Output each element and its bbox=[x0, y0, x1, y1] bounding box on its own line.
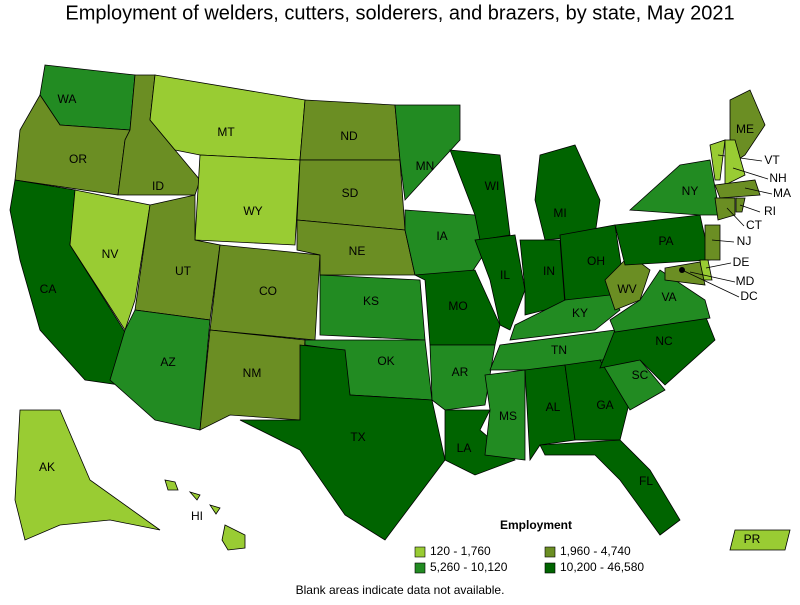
state-label: NJ bbox=[737, 234, 752, 248]
state-label: DE bbox=[733, 255, 750, 269]
state-label: NY bbox=[682, 184, 699, 198]
state-label: CT bbox=[746, 218, 763, 232]
state-shape bbox=[534, 144, 601, 241]
state-shape bbox=[164, 479, 179, 491]
state-shape bbox=[188, 491, 201, 501]
leader-line bbox=[744, 187, 773, 195]
state-label: UT bbox=[175, 264, 192, 278]
leader-line bbox=[739, 204, 761, 213]
state-shape bbox=[709, 139, 726, 181]
state-label: SD bbox=[342, 186, 359, 200]
state-shape bbox=[509, 294, 621, 341]
state-label: TN bbox=[551, 343, 567, 357]
state-shape bbox=[474, 234, 526, 331]
legend-swatch bbox=[544, 546, 556, 558]
state-label: RI bbox=[764, 204, 776, 218]
state-label: AK bbox=[39, 460, 55, 474]
state-shape bbox=[714, 197, 736, 221]
state-shape bbox=[429, 344, 496, 411]
leader-line bbox=[705, 262, 732, 269]
state-label: MT bbox=[217, 125, 235, 139]
state-label: AL bbox=[546, 400, 561, 414]
map-title: Employment of welders, cutters, solderer… bbox=[65, 2, 734, 24]
state-label: OK bbox=[377, 354, 394, 368]
state-shape bbox=[14, 409, 161, 541]
state-shape bbox=[704, 224, 721, 261]
legend-swatch bbox=[414, 562, 426, 574]
legend-swatch bbox=[544, 562, 556, 574]
state-label: DC bbox=[740, 289, 758, 303]
footnote: Blank areas indicate data not available. bbox=[296, 583, 505, 597]
state-shape bbox=[394, 104, 461, 201]
state-shape bbox=[539, 439, 681, 536]
state-shape bbox=[524, 364, 576, 462]
legend-label: 10,200 - 46,580 bbox=[560, 560, 644, 574]
state-shape bbox=[199, 329, 306, 431]
state-label: CA bbox=[40, 282, 57, 296]
state-label: HI bbox=[191, 509, 203, 523]
state-label: SC bbox=[632, 368, 649, 382]
state-label: IL bbox=[500, 268, 510, 282]
state-shape bbox=[239, 344, 446, 541]
state-label: WA bbox=[58, 92, 77, 106]
state-label: NE bbox=[349, 244, 366, 258]
state-label: KS bbox=[363, 294, 379, 308]
legend-swatch bbox=[414, 546, 426, 558]
state-shape bbox=[149, 74, 306, 161]
state-label: ND bbox=[340, 129, 358, 143]
state-shape bbox=[724, 139, 746, 186]
legend-label: 1,960 - 4,740 bbox=[560, 544, 631, 558]
state-label: AZ bbox=[160, 355, 175, 369]
state-shape bbox=[69, 189, 151, 331]
state-label: TX bbox=[350, 430, 365, 444]
state-label: WV bbox=[617, 282, 636, 296]
state-label: NH bbox=[769, 171, 786, 185]
leader-line bbox=[681, 269, 740, 298]
state-label: IA bbox=[436, 229, 447, 243]
state-label: NV bbox=[102, 247, 119, 261]
state-label: CO bbox=[259, 284, 277, 298]
state-label: FL bbox=[639, 474, 653, 488]
state-shape bbox=[109, 309, 211, 431]
state-label: KY bbox=[572, 306, 588, 320]
state-label: LA bbox=[457, 441, 472, 455]
state-shape bbox=[484, 369, 526, 461]
state-label: MS bbox=[499, 409, 517, 423]
state-label: VT bbox=[764, 153, 780, 167]
state-shape bbox=[221, 524, 246, 551]
state-label: MN bbox=[416, 159, 435, 173]
state-label: GA bbox=[596, 398, 613, 412]
state-shape bbox=[714, 179, 761, 199]
state-label: WY bbox=[243, 204, 262, 218]
state-label: VA bbox=[661, 290, 676, 304]
state-label: PR bbox=[744, 532, 761, 546]
state-label: NM bbox=[243, 366, 262, 380]
state-label: MI bbox=[553, 206, 566, 220]
state-shape bbox=[209, 504, 221, 515]
state-label: PA bbox=[658, 234, 673, 248]
state-shape bbox=[629, 159, 721, 216]
state-label: ID bbox=[152, 179, 164, 193]
leader-line bbox=[726, 207, 745, 227]
legend-label: 5,260 - 10,120 bbox=[430, 560, 508, 574]
state-label: MO bbox=[448, 299, 467, 313]
state-label: ME bbox=[736, 122, 754, 136]
state-label: AR bbox=[452, 365, 469, 379]
state-label: IN bbox=[543, 264, 555, 278]
state-label: OH bbox=[587, 254, 605, 268]
leader-line bbox=[689, 271, 736, 283]
state-shape bbox=[729, 529, 791, 551]
state-shape bbox=[194, 154, 301, 246]
state-label: MA bbox=[773, 186, 791, 200]
leader-line bbox=[711, 239, 735, 243]
state-label: NC bbox=[655, 334, 673, 348]
leader-line bbox=[732, 167, 769, 180]
legend-label: 120 - 1,760 bbox=[430, 544, 491, 558]
state-label: MD bbox=[736, 274, 755, 288]
state-label: WI bbox=[485, 179, 500, 193]
state-shape bbox=[664, 261, 706, 286]
state-label: OR bbox=[69, 152, 87, 166]
legend-title: Employment bbox=[500, 518, 572, 532]
